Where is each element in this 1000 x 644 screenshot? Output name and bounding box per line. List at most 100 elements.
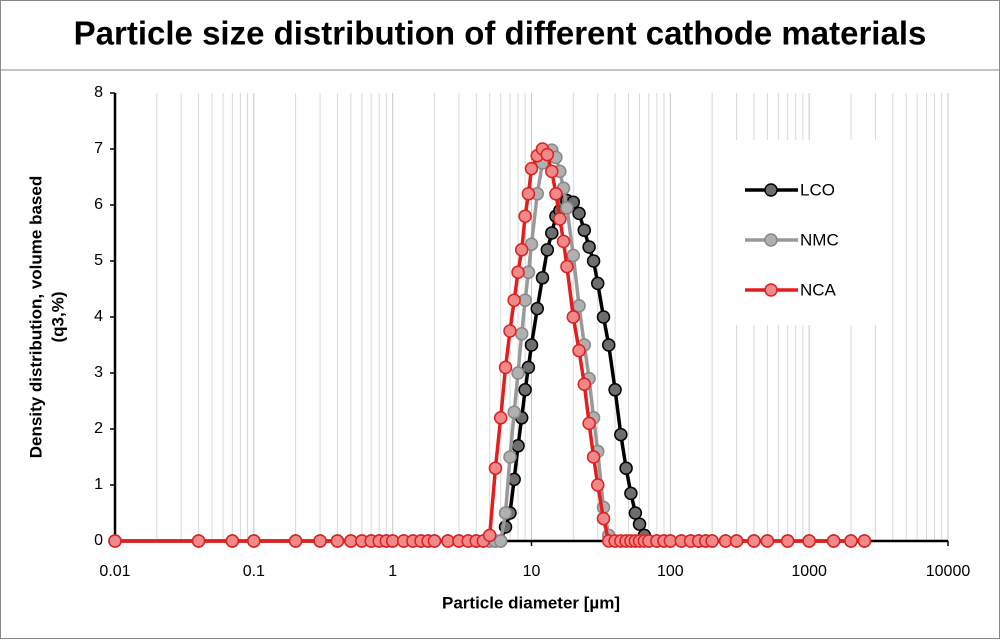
series-marker xyxy=(729,534,744,548)
series-marker xyxy=(524,161,539,176)
series-marker xyxy=(628,506,643,520)
series-marker xyxy=(560,259,574,274)
series-marker xyxy=(540,243,555,257)
series-marker xyxy=(530,301,544,316)
x-tick-label: 0.1 xyxy=(243,563,265,580)
series-marker xyxy=(514,243,529,257)
y-axis-label-line: Density distribution, volume based xyxy=(26,176,45,458)
series-marker xyxy=(313,534,327,548)
legend-marker xyxy=(764,183,778,197)
series-marker xyxy=(427,534,442,548)
series-marker xyxy=(553,212,567,226)
series-marker xyxy=(760,534,775,548)
series-marker xyxy=(577,223,592,237)
series-marker xyxy=(191,534,206,548)
series-marker xyxy=(566,248,581,263)
series-marker xyxy=(601,338,616,352)
series-marker xyxy=(518,209,532,223)
y-tick-label: 3 xyxy=(94,364,103,381)
y-tick-label: 1 xyxy=(94,476,103,493)
series-marker xyxy=(247,534,261,548)
series-marker xyxy=(614,427,628,442)
series-marker xyxy=(572,343,586,358)
series-marker xyxy=(844,534,858,548)
series-marker xyxy=(780,534,795,548)
series-marker xyxy=(596,310,611,324)
legend-label: NMC xyxy=(800,230,839,249)
series-marker xyxy=(503,450,517,464)
series-marker xyxy=(590,478,605,492)
series-marker xyxy=(225,534,240,548)
chart-title: Particle size distribution of different … xyxy=(74,15,927,52)
series-marker xyxy=(747,534,761,548)
series-marker xyxy=(482,528,497,543)
series-marker xyxy=(582,240,596,254)
series-marker xyxy=(288,534,303,548)
x-axis-label: Particle diameter [µm] xyxy=(442,593,620,612)
series-marker xyxy=(330,534,345,548)
series-marker xyxy=(624,486,638,501)
series-marker xyxy=(518,383,532,397)
series-marker xyxy=(586,450,601,464)
series-marker xyxy=(549,187,563,201)
series-marker xyxy=(503,324,517,338)
series-marker xyxy=(560,201,574,215)
series-marker xyxy=(524,338,539,352)
series-marker xyxy=(608,383,622,397)
x-tick-label: 10 xyxy=(523,563,541,580)
series-marker xyxy=(518,293,532,307)
series-marker xyxy=(632,517,647,531)
y-tick-label: 5 xyxy=(94,252,103,269)
legend-box xyxy=(720,140,880,325)
series-marker xyxy=(705,534,719,548)
series-marker xyxy=(545,226,559,240)
series-marker xyxy=(663,534,678,548)
series-marker xyxy=(572,299,586,313)
series-marker xyxy=(577,377,592,391)
legend-label: LCO xyxy=(800,180,835,199)
series-marker xyxy=(498,360,513,375)
legend-marker xyxy=(764,233,778,247)
series-marker xyxy=(521,187,536,201)
series-marker xyxy=(718,534,733,548)
series-marker xyxy=(540,147,555,162)
series-marker xyxy=(572,206,586,221)
series-marker xyxy=(586,254,601,268)
series-marker xyxy=(596,511,611,526)
series-marker xyxy=(344,534,358,548)
series-marker xyxy=(545,164,559,179)
series-marker xyxy=(511,439,525,453)
y-axis-label: Density distribution, volume based (q3,%… xyxy=(26,176,67,458)
series-marker xyxy=(385,534,400,548)
y-tick-label: 8 xyxy=(94,84,103,101)
series-marker xyxy=(488,461,503,475)
y-tick-label: 2 xyxy=(94,420,103,437)
x-tick-label: 1 xyxy=(388,563,397,580)
series-marker xyxy=(619,461,633,475)
y-tick-label: 6 xyxy=(94,196,103,213)
series-marker xyxy=(514,327,529,341)
series-marker xyxy=(507,405,521,419)
series-marker xyxy=(521,360,536,375)
x-tick-label: 10000 xyxy=(926,563,971,580)
y-tick-label: 7 xyxy=(94,140,103,157)
y-tick-label: 4 xyxy=(94,308,103,325)
series-marker xyxy=(511,265,525,279)
legend-label: NCA xyxy=(800,280,837,299)
series-marker xyxy=(498,506,513,520)
series-marker xyxy=(524,237,539,251)
series-marker xyxy=(556,234,571,249)
series-marker xyxy=(590,276,605,291)
series-marker xyxy=(535,271,550,285)
series-marker xyxy=(802,534,816,548)
series-marker xyxy=(582,416,596,431)
y-axis-label-line: (q3,%) xyxy=(48,292,67,343)
series-marker xyxy=(507,293,521,307)
series-marker xyxy=(511,366,525,380)
x-tick-label: 1000 xyxy=(791,563,827,580)
series-marker xyxy=(857,534,872,548)
series-marker xyxy=(566,310,581,324)
series-marker xyxy=(108,534,122,548)
series-marker xyxy=(493,411,508,425)
